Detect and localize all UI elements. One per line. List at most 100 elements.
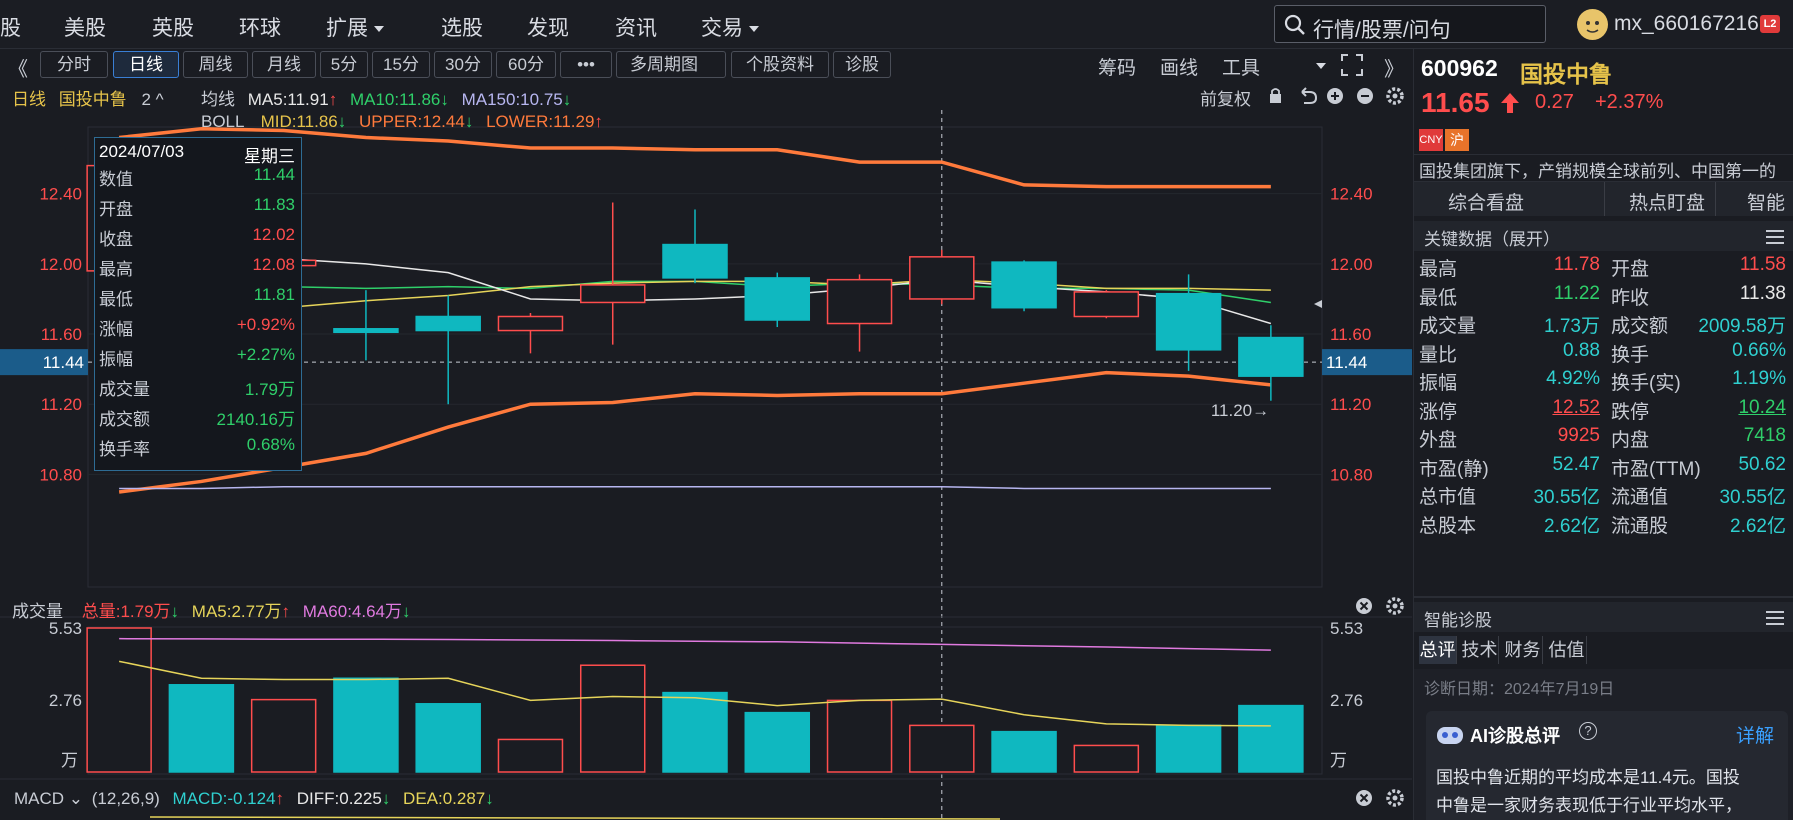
keydata-label: 最低 [1419,287,1458,309]
collapse-left-icon[interactable]: 《 [8,59,28,81]
ai-text-line1: 国投中鲁近期的平均成本是11.4元。国投 [1436,768,1740,787]
period-btn-6[interactable]: 30分 [434,51,492,78]
nav-item-5[interactable]: 选股 [441,12,483,42]
crosshair-info-box: 2024/07/03 星期三 数值 11.44 开盘 11.83 收盘 12.02 最高 12… [94,137,302,471]
tool-1[interactable]: 画线 [1160,58,1199,79]
tab-overview[interactable]: 综合看盘 [1448,193,1525,214]
menu-icon[interactable] [1766,230,1784,244]
keydata-label: 涨停 [1419,401,1458,423]
fullscreen-icon[interactable] [1340,53,1364,77]
ma5-value: MA5:11.91 [247,90,329,109]
period-btn-0[interactable]: 分时 [40,51,108,78]
period-btn-3[interactable]: 月线 [252,51,316,78]
candle [826,274,893,352]
nav-label: 选股 [441,17,483,40]
collapse-right-icon[interactable]: 》 [1384,59,1404,81]
nav-item-0[interactable]: 股 [0,12,21,42]
keydata-header[interactable]: 关键数据（展开） [1414,221,1793,251]
arrow-down-icon: ↓ [440,90,449,109]
diag-tab-1[interactable]: 技术 [1461,636,1499,664]
period-btn-9[interactable]: 多周期图 [616,51,726,78]
search-box[interactable]: 行情/股票/问句 [1274,5,1546,43]
period-btn-2[interactable]: 周线 [183,51,248,78]
macd-label[interactable]: MACD [14,789,65,808]
keydata-value[interactable]: 12.52 [1552,396,1600,418]
volume-bar [662,691,728,773]
keydata-value[interactable]: 10.24 [1738,396,1786,418]
period-btn-5[interactable]: 15分 [372,51,430,78]
volume-tick-right: 5.53 [1330,619,1363,638]
period-btn-11[interactable]: 诊股 [833,51,891,78]
zoom-out-icon [1357,88,1373,104]
tool-2[interactable]: 工具 [1222,58,1261,79]
avatar[interactable] [1577,9,1608,40]
price-tick-left: 11.20 [41,395,82,414]
stock-description[interactable]: 国投集团旗下，产销规模全球前列、中国第一的 [1419,162,1776,181]
period-btn-10[interactable]: 个股资料 [731,51,829,78]
info-date: 2024/07/03 [99,142,185,161]
volume-ma60: MA60:4.64万 [302,602,403,621]
close-icon[interactable] [1356,790,1372,806]
nav-item-6[interactable]: 发现 [527,12,569,42]
info-value: 11.83 [253,195,295,214]
nav-item-8[interactable]: 交易 [701,12,759,42]
tab-smart[interactable]: 智能 [1747,193,1786,214]
nav-label: 英股 [152,17,194,40]
close-icon[interactable] [1356,598,1372,614]
boll-mid: MID:11.86 [260,112,338,131]
diag-tab-3[interactable]: 估值 [1547,636,1587,664]
diag-title: 智能诊股 [1424,611,1492,630]
volume-bar [1238,704,1304,773]
period-btn-8[interactable]: ••• [560,51,612,78]
menu-icon[interactable] [1766,611,1784,625]
info-value: 11.44 [253,165,295,184]
candle [662,209,728,284]
diag-tab-2[interactable]: 财务 [1503,636,1543,664]
keydata-label: 昨收 [1611,287,1650,309]
arrow-up-icon: ↑ [275,789,285,808]
info-row: 成交量 1.79万 [99,375,295,405]
nav-item-3[interactable]: 环球 [239,12,281,42]
period-btn-7[interactable]: 60分 [496,51,556,78]
volume-tick-right: 2.76 [1330,691,1363,710]
period-btn-4[interactable]: 5分 [320,51,368,78]
info-key: 最低 [99,290,133,309]
help-icon[interactable]: ? [1579,722,1597,740]
keydata-title: 关键数据（展开） [1424,230,1560,249]
detail-link[interactable]: 详解 [1736,726,1775,747]
ai-summary-card: AI诊股总评 ? 详解 国投中鲁近期的平均成本是11.4元。国投 中鲁是一家财务… [1426,711,1788,820]
tool-0[interactable]: 筹码 [1098,58,1137,79]
candle [1238,325,1304,401]
nav-item-7[interactable]: 资讯 [615,12,657,42]
adjust-mode[interactable]: 前复权 [1200,90,1251,109]
chevron-up-icon[interactable]: ^ [155,90,164,109]
price-tick-left: 10.80 [39,465,82,484]
price-tick-left: 12.40 [39,185,82,204]
price-change-pct: +2.37% [1595,91,1664,113]
search-input[interactable]: 行情/股票/问句 [1313,19,1451,42]
view-tabs: 综合看盘 热点盯盘 智能 [1414,182,1793,216]
nav-item-4[interactable]: 扩展 [326,12,384,42]
info-row: 振幅 +2.27% [99,345,295,375]
info-key: 开盘 [99,200,133,219]
gear-icon[interactable] [1386,597,1404,615]
last-price: 11.65 [1421,87,1490,118]
chart-controls [1266,86,1411,106]
volume-bar [497,738,564,773]
window-count: 2 [141,90,151,109]
info-value: 2140.16万 [216,410,295,429]
period-label: 日线 [12,90,46,109]
username[interactable]: mx_660167216 [1614,12,1759,35]
nav-item-2[interactable]: 英股 [152,12,194,42]
arrow-up-icon: ↑ [281,602,291,621]
keydata-value: 2.62亿 [1544,515,1600,537]
tab-hotspot[interactable]: 热点盯盘 [1629,193,1706,214]
gear-icon[interactable] [1386,789,1404,807]
period-btn-1[interactable]: 日线 [113,51,179,78]
zoom-in-icon [1327,88,1343,104]
nav-item-1[interactable]: 美股 [64,12,106,42]
diag-tab-0[interactable]: 总评 [1419,636,1457,664]
lock-icon [1270,88,1281,103]
chevron-down-icon[interactable]: ⌄ [68,789,88,808]
